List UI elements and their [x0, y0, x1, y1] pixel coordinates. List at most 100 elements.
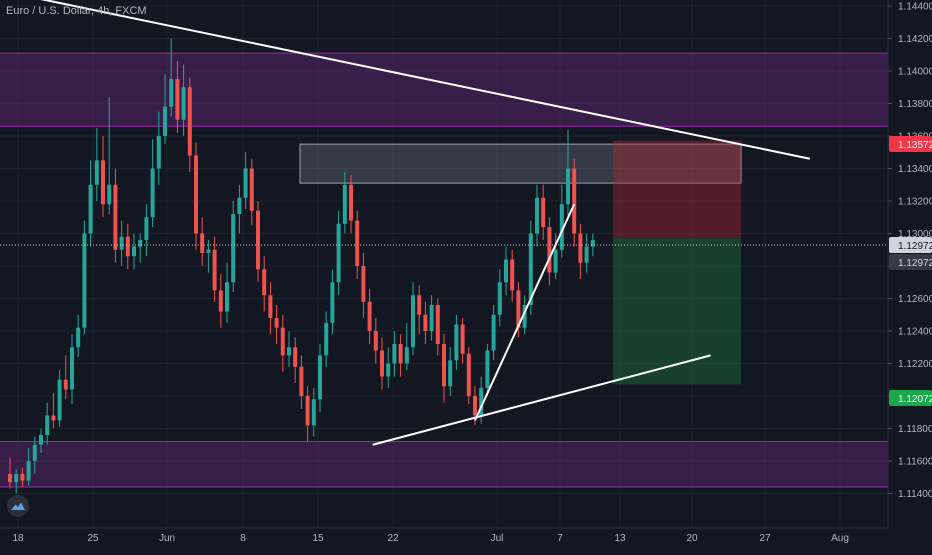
candle — [361, 266, 366, 302]
candle — [404, 347, 409, 364]
stop-price-label: 1.13572 — [898, 140, 932, 151]
target-price-tag — [889, 390, 932, 406]
resistance-box[interactable] — [299, 143, 742, 184]
candle — [516, 290, 521, 328]
stop-loss-zone[interactable] — [613, 140, 741, 239]
candle — [497, 282, 502, 315]
candle — [144, 217, 149, 240]
y-tick-label: 1.12200 — [898, 359, 932, 370]
candle — [342, 184, 347, 224]
candle — [206, 249, 211, 253]
candle — [305, 396, 310, 426]
candle — [262, 269, 267, 296]
candle — [535, 197, 539, 234]
candle — [460, 324, 465, 354]
y-tick-label: 1.14200 — [898, 34, 932, 45]
candle — [528, 233, 533, 305]
candle — [57, 379, 62, 421]
candle — [330, 282, 335, 323]
y-tick-label: 1.14400 — [898, 2, 932, 13]
x-tick-label: 13 — [614, 533, 626, 544]
ascending-support-line[interactable] — [372, 354, 711, 446]
candle — [218, 290, 223, 312]
candle — [14, 474, 19, 483]
y-tick-label: 1.11400 — [898, 489, 932, 500]
candle — [349, 184, 353, 221]
candle — [386, 363, 391, 377]
last-price-dup-label: 1.12972 — [898, 258, 932, 269]
candle — [26, 461, 31, 481]
x-tick-label: Aug — [831, 533, 849, 544]
candle — [373, 331, 378, 351]
steep-trendline[interactable] — [474, 203, 576, 421]
descending-trendline[interactable] — [4, 0, 811, 160]
candle — [156, 136, 161, 169]
candle — [448, 360, 453, 387]
y-tick-label: 1.13000 — [898, 229, 932, 240]
mountain-icon — [11, 502, 25, 510]
take-profit-zone[interactable] — [613, 238, 741, 385]
candle — [39, 435, 43, 445]
candle — [94, 160, 99, 185]
time-axis[interactable]: 18 25 Jun 8 15 22 Jul 7 13 20 27 Aug — [12, 533, 848, 544]
x-tick-label: Jul — [491, 533, 504, 544]
candle — [287, 347, 291, 356]
x-tick-label: 7 — [557, 533, 563, 544]
candle — [125, 236, 130, 257]
candle — [510, 259, 515, 291]
candle — [398, 344, 403, 364]
y-tick-label: 1.11600 — [898, 457, 932, 468]
candle — [169, 79, 174, 107]
candle — [473, 396, 477, 416]
candle — [299, 366, 304, 396]
y-tick-label: 1.12600 — [898, 294, 932, 305]
y-tick-label: 1.13800 — [898, 99, 932, 110]
x-tick-label: 22 — [387, 533, 399, 544]
stop-price-tag — [889, 136, 932, 152]
candle — [429, 305, 434, 331]
candle — [504, 259, 508, 283]
candle — [280, 327, 285, 356]
candle — [194, 155, 198, 234]
candle — [293, 347, 298, 367]
candle — [45, 415, 50, 435]
x-tick-label: 15 — [312, 533, 324, 544]
lower-demand-zone[interactable] — [0, 441, 888, 488]
y-tick-label: 1.13200 — [898, 197, 932, 208]
candle — [553, 249, 558, 273]
candle — [231, 214, 236, 283]
upper-supply-zone[interactable] — [0, 53, 888, 127]
candle — [181, 87, 186, 120]
candle — [88, 184, 93, 234]
tradingview-logo[interactable] — [7, 495, 29, 517]
candle — [63, 379, 68, 390]
candle — [212, 249, 217, 291]
candle — [479, 387, 484, 416]
candle — [417, 295, 422, 315]
target-price-label: 1.12072 — [898, 394, 932, 405]
candle — [355, 220, 360, 266]
candle — [566, 168, 570, 205]
candle — [547, 227, 552, 273]
candle — [392, 344, 397, 364]
candle — [187, 87, 192, 156]
candle — [336, 223, 341, 283]
y-tick-label: 1.12400 — [898, 327, 932, 338]
candle — [559, 204, 564, 250]
last-price-tag — [889, 237, 932, 253]
candle — [20, 474, 25, 481]
candle — [150, 168, 155, 218]
candle — [584, 246, 589, 263]
candle — [243, 168, 248, 198]
candle — [522, 305, 527, 328]
y-tick-label: 1.11800 — [898, 424, 932, 435]
candle — [119, 236, 124, 250]
candle — [411, 295, 415, 348]
candle — [225, 282, 229, 312]
candle — [32, 444, 37, 461]
candle — [578, 233, 583, 263]
candle — [138, 240, 143, 247]
candle — [435, 305, 440, 344]
